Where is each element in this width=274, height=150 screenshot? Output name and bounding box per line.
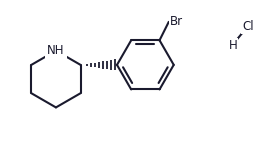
Text: Cl: Cl: [242, 20, 254, 33]
Text: NH: NH: [47, 44, 65, 57]
Text: Br: Br: [170, 15, 183, 28]
Text: H: H: [229, 39, 237, 52]
